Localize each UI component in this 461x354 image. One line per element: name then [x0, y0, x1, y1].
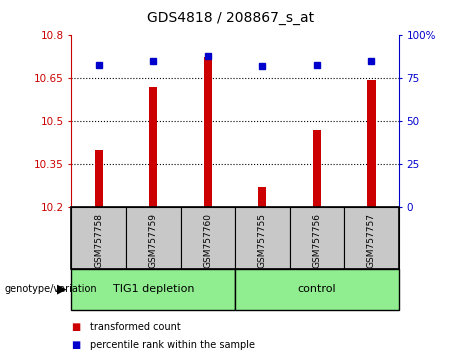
Bar [95, 150, 103, 207]
Text: TIG1 depletion: TIG1 depletion [112, 284, 194, 295]
Bar [149, 87, 157, 207]
Text: GSM757757: GSM757757 [367, 213, 376, 268]
Text: GSM757759: GSM757759 [149, 213, 158, 268]
Text: GSM757760: GSM757760 [203, 213, 213, 268]
Text: ▶: ▶ [58, 283, 67, 296]
Bar [367, 80, 376, 207]
Text: control: control [298, 284, 336, 295]
Text: GSM757758: GSM757758 [94, 213, 103, 268]
Text: GSM757755: GSM757755 [258, 213, 267, 268]
Text: ■: ■ [71, 322, 81, 332]
Text: percentile rank within the sample: percentile rank within the sample [90, 340, 255, 350]
Bar [258, 187, 266, 207]
Text: genotype/variation: genotype/variation [5, 284, 97, 295]
Text: transformed count: transformed count [90, 322, 181, 332]
Bar [204, 57, 212, 207]
Bar [313, 130, 321, 207]
Text: GDS4818 / 208867_s_at: GDS4818 / 208867_s_at [147, 11, 314, 25]
Text: GSM757756: GSM757756 [313, 213, 321, 268]
Text: ■: ■ [71, 340, 81, 350]
